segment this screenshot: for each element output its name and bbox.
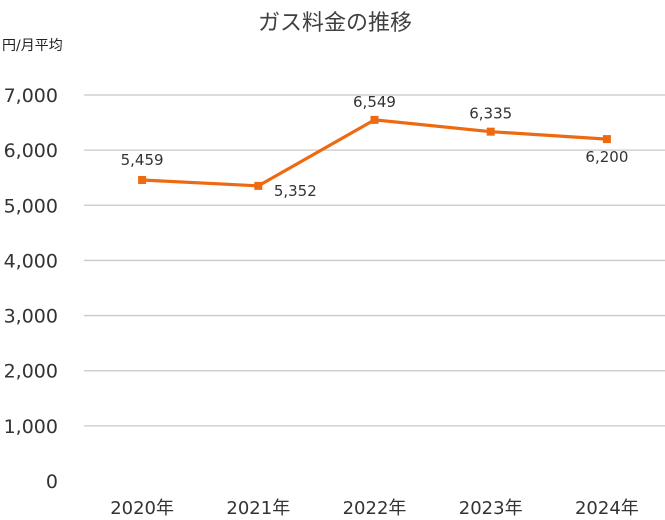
series-gas-price xyxy=(138,115,611,190)
y-tick-label: 7,000 xyxy=(4,85,58,107)
x-tick-label: 2023年 xyxy=(459,498,523,519)
data-point-marker xyxy=(254,181,263,190)
y-tick-label: 6,000 xyxy=(4,140,58,162)
series-line xyxy=(142,118,608,188)
x-tick-label: 2024年 xyxy=(575,498,639,519)
y-tick-label: 2,000 xyxy=(4,361,58,383)
y-tick-label: 3,000 xyxy=(4,306,58,328)
data-label: 6,549 xyxy=(353,93,396,111)
y-tick-label: 5,000 xyxy=(4,195,58,217)
unit-label: 円/月平均 xyxy=(2,38,63,54)
y-tick-label: 1,000 xyxy=(4,416,58,438)
x-tick-label: 2022年 xyxy=(343,498,407,519)
data-label: 6,335 xyxy=(469,105,512,123)
data-label: 5,352 xyxy=(274,182,317,200)
x-tick-label: 2021年 xyxy=(226,498,290,519)
x-tick-label: 2020年 xyxy=(110,498,174,519)
data-label: 5,459 xyxy=(121,151,164,169)
y-tick-label: 0 xyxy=(46,471,58,493)
chart-title: ガス料金の推移 xyxy=(258,11,412,36)
data-labels: 5,459 5,352 6,549 6,335 6,200 xyxy=(121,93,629,200)
data-point-marker xyxy=(486,127,495,136)
data-label: 6,200 xyxy=(585,148,628,166)
data-point-marker xyxy=(370,115,379,124)
y-tick-label: 4,000 xyxy=(4,250,58,272)
x-axis-ticks: 2020年 2021年 2022年 2023年 2024年 xyxy=(110,498,639,519)
y-axis-ticks: 0 1,000 2,000 3,000 4,000 5,000 6,000 7,000 xyxy=(4,85,58,493)
data-point-marker xyxy=(602,135,611,144)
gridlines xyxy=(84,94,665,427)
data-point-marker xyxy=(138,175,147,184)
